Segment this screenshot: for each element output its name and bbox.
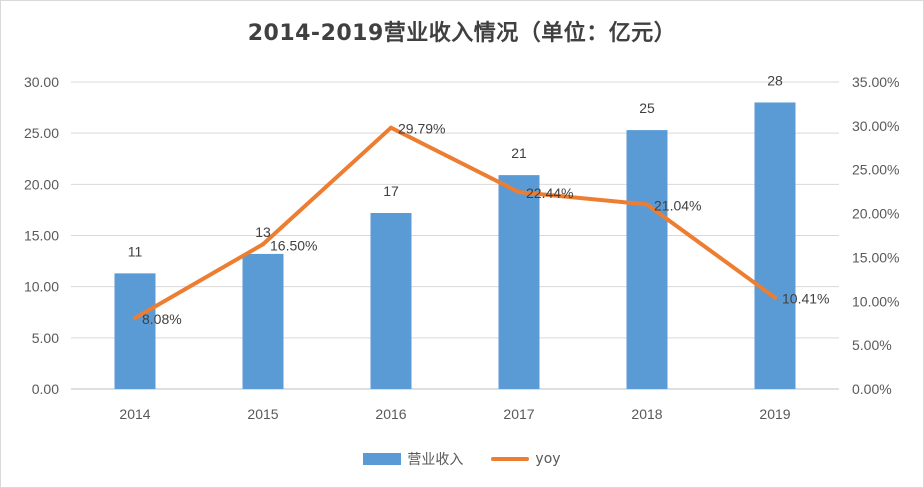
legend-label-yoy: yoy bbox=[535, 451, 561, 467]
yoy-point bbox=[133, 316, 137, 321]
revenue-bar bbox=[498, 175, 540, 389]
legend-item-yoy: yoy bbox=[491, 451, 561, 467]
yoy-data-label: 16.50% bbox=[270, 237, 317, 253]
category-label: 2016 bbox=[375, 406, 406, 422]
yoy-point bbox=[261, 242, 265, 247]
left-tick-label: 20.00 bbox=[24, 176, 59, 192]
gridlines bbox=[71, 81, 839, 390]
legend-label-revenue: 营业收入 bbox=[407, 452, 464, 468]
left-tick-label: 25.00 bbox=[24, 125, 59, 141]
right-tick-label: 10.00% bbox=[852, 293, 899, 309]
right-tick-label: 35.00% bbox=[852, 74, 899, 90]
category-label: 2019 bbox=[759, 406, 790, 422]
yoy-point bbox=[389, 125, 393, 130]
yoy-data-label: 22.44% bbox=[526, 185, 573, 201]
category-label: 2014 bbox=[119, 406, 150, 422]
yoy-data-label: 10.41% bbox=[782, 291, 829, 307]
left-tick-label: 15.00 bbox=[24, 228, 59, 244]
revenue-data-label: 13 bbox=[255, 224, 271, 240]
category-label: 2017 bbox=[503, 406, 534, 422]
right-tick-label: 15.00% bbox=[852, 249, 899, 265]
legend-item-revenue: 营业收入 bbox=[363, 449, 463, 469]
revenue-data-label: 21 bbox=[511, 145, 527, 161]
left-tick-label: 5.00 bbox=[32, 330, 59, 346]
line-series bbox=[133, 125, 777, 321]
revenue-data-label: 25 bbox=[639, 100, 655, 116]
category-label: 2015 bbox=[247, 406, 278, 422]
revenue-bar bbox=[370, 212, 412, 389]
right-tick-label: 30.00% bbox=[852, 118, 899, 134]
chart-title: 2014-2019营业收入情况（单位：亿元） bbox=[247, 21, 677, 46]
category-axis-labels: 2014 2015 2016 2017 2018 2019 bbox=[119, 406, 790, 422]
data-labels: 11 13 17 21 25 28 8.08% 16.50% 29.79% 22.44% 21.04… bbox=[128, 72, 830, 327]
left-tick-label: 30.00 bbox=[24, 74, 59, 90]
yoy-point bbox=[773, 295, 777, 300]
right-tick-label: 25.00% bbox=[852, 162, 899, 178]
yoy-point bbox=[517, 190, 521, 195]
category-label: 2018 bbox=[631, 406, 662, 422]
yoy-line bbox=[133, 125, 777, 321]
revenue-data-label: 11 bbox=[128, 243, 143, 259]
right-tick-label: 5.00% bbox=[852, 337, 892, 353]
legend-line-swatch bbox=[491, 457, 530, 461]
right-tick-label: 0.00% bbox=[852, 381, 892, 397]
revenue-data-label: 28 bbox=[767, 72, 783, 88]
yoy-data-label: 21.04% bbox=[654, 197, 701, 213]
right-axis-ticks: 0.00% 5.00% 10.00% 15.00% 20.00% 25.00% 30.00%… bbox=[852, 74, 899, 397]
bar-series bbox=[114, 102, 796, 389]
legend: 营业收入 yoy bbox=[1, 449, 923, 469]
yoy-point bbox=[645, 202, 649, 207]
yoy-data-label: 29.79% bbox=[398, 121, 445, 137]
revenue-bar bbox=[114, 273, 156, 389]
revenue-data-label: 17 bbox=[383, 183, 399, 199]
yoy-data-label: 8.08% bbox=[142, 311, 182, 327]
left-tick-label: 10.00 bbox=[24, 279, 59, 295]
left-tick-label: 0.00 bbox=[32, 381, 59, 397]
revenue-bar bbox=[242, 253, 284, 389]
revenue-bar bbox=[754, 102, 796, 389]
legend-bar-swatch bbox=[363, 453, 402, 465]
right-tick-label: 20.00% bbox=[852, 206, 899, 222]
left-axis-ticks: 0.00 5.00 10.00 15.00 20.00 25.00 30.00 bbox=[24, 74, 59, 397]
revenue-bar bbox=[626, 130, 668, 389]
